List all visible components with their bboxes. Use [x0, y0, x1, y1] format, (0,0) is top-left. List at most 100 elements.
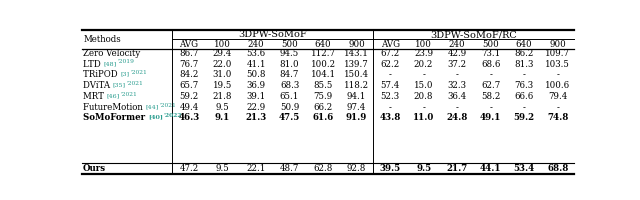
Text: 68.8: 68.8 — [547, 164, 568, 173]
Text: 100: 100 — [415, 40, 432, 49]
Text: 240: 240 — [449, 40, 465, 49]
Text: 47.5: 47.5 — [279, 113, 300, 122]
Text: 104.1: 104.1 — [310, 70, 335, 79]
Text: 68.3: 68.3 — [280, 81, 299, 90]
Text: [40]: [40] — [148, 115, 163, 120]
Text: Methods: Methods — [83, 35, 121, 44]
Text: 9.5: 9.5 — [216, 103, 229, 112]
Text: '2021: '2021 — [127, 81, 143, 86]
Text: 41.1: 41.1 — [246, 60, 266, 69]
Text: [3]: [3] — [120, 72, 129, 77]
Text: 67.2: 67.2 — [380, 49, 400, 58]
Text: -: - — [489, 103, 492, 112]
Text: 21.7: 21.7 — [447, 164, 468, 173]
Text: 59.2: 59.2 — [179, 92, 198, 101]
Text: 500: 500 — [281, 40, 298, 49]
Text: 31.0: 31.0 — [213, 70, 232, 79]
Text: '2021: '2021 — [130, 70, 147, 75]
Text: -: - — [556, 70, 559, 79]
Text: -: - — [456, 103, 459, 112]
Text: 79.4: 79.4 — [548, 92, 567, 101]
Text: 103.5: 103.5 — [545, 60, 570, 69]
Text: 62.7: 62.7 — [481, 81, 500, 90]
Text: -: - — [456, 70, 459, 79]
Text: 22.9: 22.9 — [246, 103, 266, 112]
Text: 47.2: 47.2 — [179, 164, 198, 173]
Text: -: - — [523, 103, 525, 112]
Text: 84.2: 84.2 — [179, 70, 198, 79]
Text: 58.2: 58.2 — [481, 92, 500, 101]
Text: '2021: '2021 — [120, 92, 138, 97]
Text: SoMoFormer: SoMoFormer — [83, 113, 148, 122]
Text: 65.7: 65.7 — [179, 81, 198, 90]
Text: 22.1: 22.1 — [246, 164, 266, 173]
Text: -: - — [489, 70, 492, 79]
Text: '2021: '2021 — [159, 103, 176, 108]
Text: 46.3: 46.3 — [179, 113, 200, 122]
Text: 66.6: 66.6 — [515, 92, 534, 101]
Text: 240: 240 — [248, 40, 264, 49]
Text: 150.4: 150.4 — [344, 70, 369, 79]
Text: 900: 900 — [348, 40, 365, 49]
Text: -: - — [388, 103, 392, 112]
Text: 86.7: 86.7 — [179, 49, 198, 58]
Text: 57.4: 57.4 — [380, 81, 400, 90]
Text: 139.7: 139.7 — [344, 60, 369, 69]
Text: 900: 900 — [549, 40, 566, 49]
Text: 29.4: 29.4 — [213, 49, 232, 58]
Text: 81.3: 81.3 — [515, 60, 534, 69]
Text: 62.2: 62.2 — [380, 60, 400, 69]
Text: 36.4: 36.4 — [447, 92, 467, 101]
Text: 75.9: 75.9 — [314, 92, 333, 101]
Text: 100.2: 100.2 — [310, 60, 335, 69]
Text: 3DPW-SoMoF/RC: 3DPW-SoMoF/RC — [431, 30, 517, 39]
Text: '2022: '2022 — [163, 113, 182, 118]
Text: 11.0: 11.0 — [413, 113, 435, 122]
Text: 39.5: 39.5 — [380, 164, 401, 173]
Text: 640: 640 — [315, 40, 332, 49]
Text: DViTA: DViTA — [83, 81, 113, 90]
Text: [35]: [35] — [113, 82, 126, 87]
Text: 112.7: 112.7 — [310, 49, 335, 58]
Text: 32.3: 32.3 — [447, 81, 467, 90]
Text: 640: 640 — [516, 40, 532, 49]
Text: '2019: '2019 — [117, 59, 134, 64]
Text: 19.5: 19.5 — [213, 81, 232, 90]
Text: 50.8: 50.8 — [246, 70, 266, 79]
Text: 94.5: 94.5 — [280, 49, 299, 58]
Text: FutureMotion: FutureMotion — [83, 103, 146, 112]
Text: [46]: [46] — [107, 93, 120, 98]
Text: 52.3: 52.3 — [381, 92, 399, 101]
Text: -: - — [422, 70, 425, 79]
Text: Zero Velocity: Zero Velocity — [83, 49, 140, 58]
Text: 65.1: 65.1 — [280, 92, 300, 101]
Text: 500: 500 — [483, 40, 499, 49]
Text: 49.1: 49.1 — [480, 113, 501, 122]
Text: 91.9: 91.9 — [346, 113, 367, 122]
Text: 9.1: 9.1 — [215, 113, 230, 122]
Text: -: - — [422, 103, 425, 112]
Text: -: - — [556, 103, 559, 112]
Text: 73.1: 73.1 — [481, 49, 500, 58]
Text: AVG: AVG — [381, 40, 399, 49]
Text: 44.1: 44.1 — [480, 164, 501, 173]
Text: -: - — [523, 70, 525, 79]
Text: [48]: [48] — [104, 61, 117, 66]
Text: 3DPW-SoMoF: 3DPW-SoMoF — [239, 30, 307, 39]
Text: 53.6: 53.6 — [246, 49, 266, 58]
Text: 74.8: 74.8 — [547, 113, 568, 122]
Text: 53.4: 53.4 — [513, 164, 535, 173]
Text: 20.8: 20.8 — [414, 92, 433, 101]
Text: -: - — [388, 70, 392, 79]
Text: 61.6: 61.6 — [312, 113, 333, 122]
Text: 143.1: 143.1 — [344, 49, 369, 58]
Text: 50.9: 50.9 — [280, 103, 300, 112]
Text: 23.9: 23.9 — [414, 49, 433, 58]
Text: 15.0: 15.0 — [414, 81, 433, 90]
Text: 37.2: 37.2 — [447, 60, 467, 69]
Text: 86.2: 86.2 — [515, 49, 534, 58]
Text: 85.5: 85.5 — [314, 81, 333, 90]
Text: 59.2: 59.2 — [514, 113, 535, 122]
Text: 24.8: 24.8 — [447, 113, 468, 122]
Text: [44]: [44] — [146, 104, 159, 109]
